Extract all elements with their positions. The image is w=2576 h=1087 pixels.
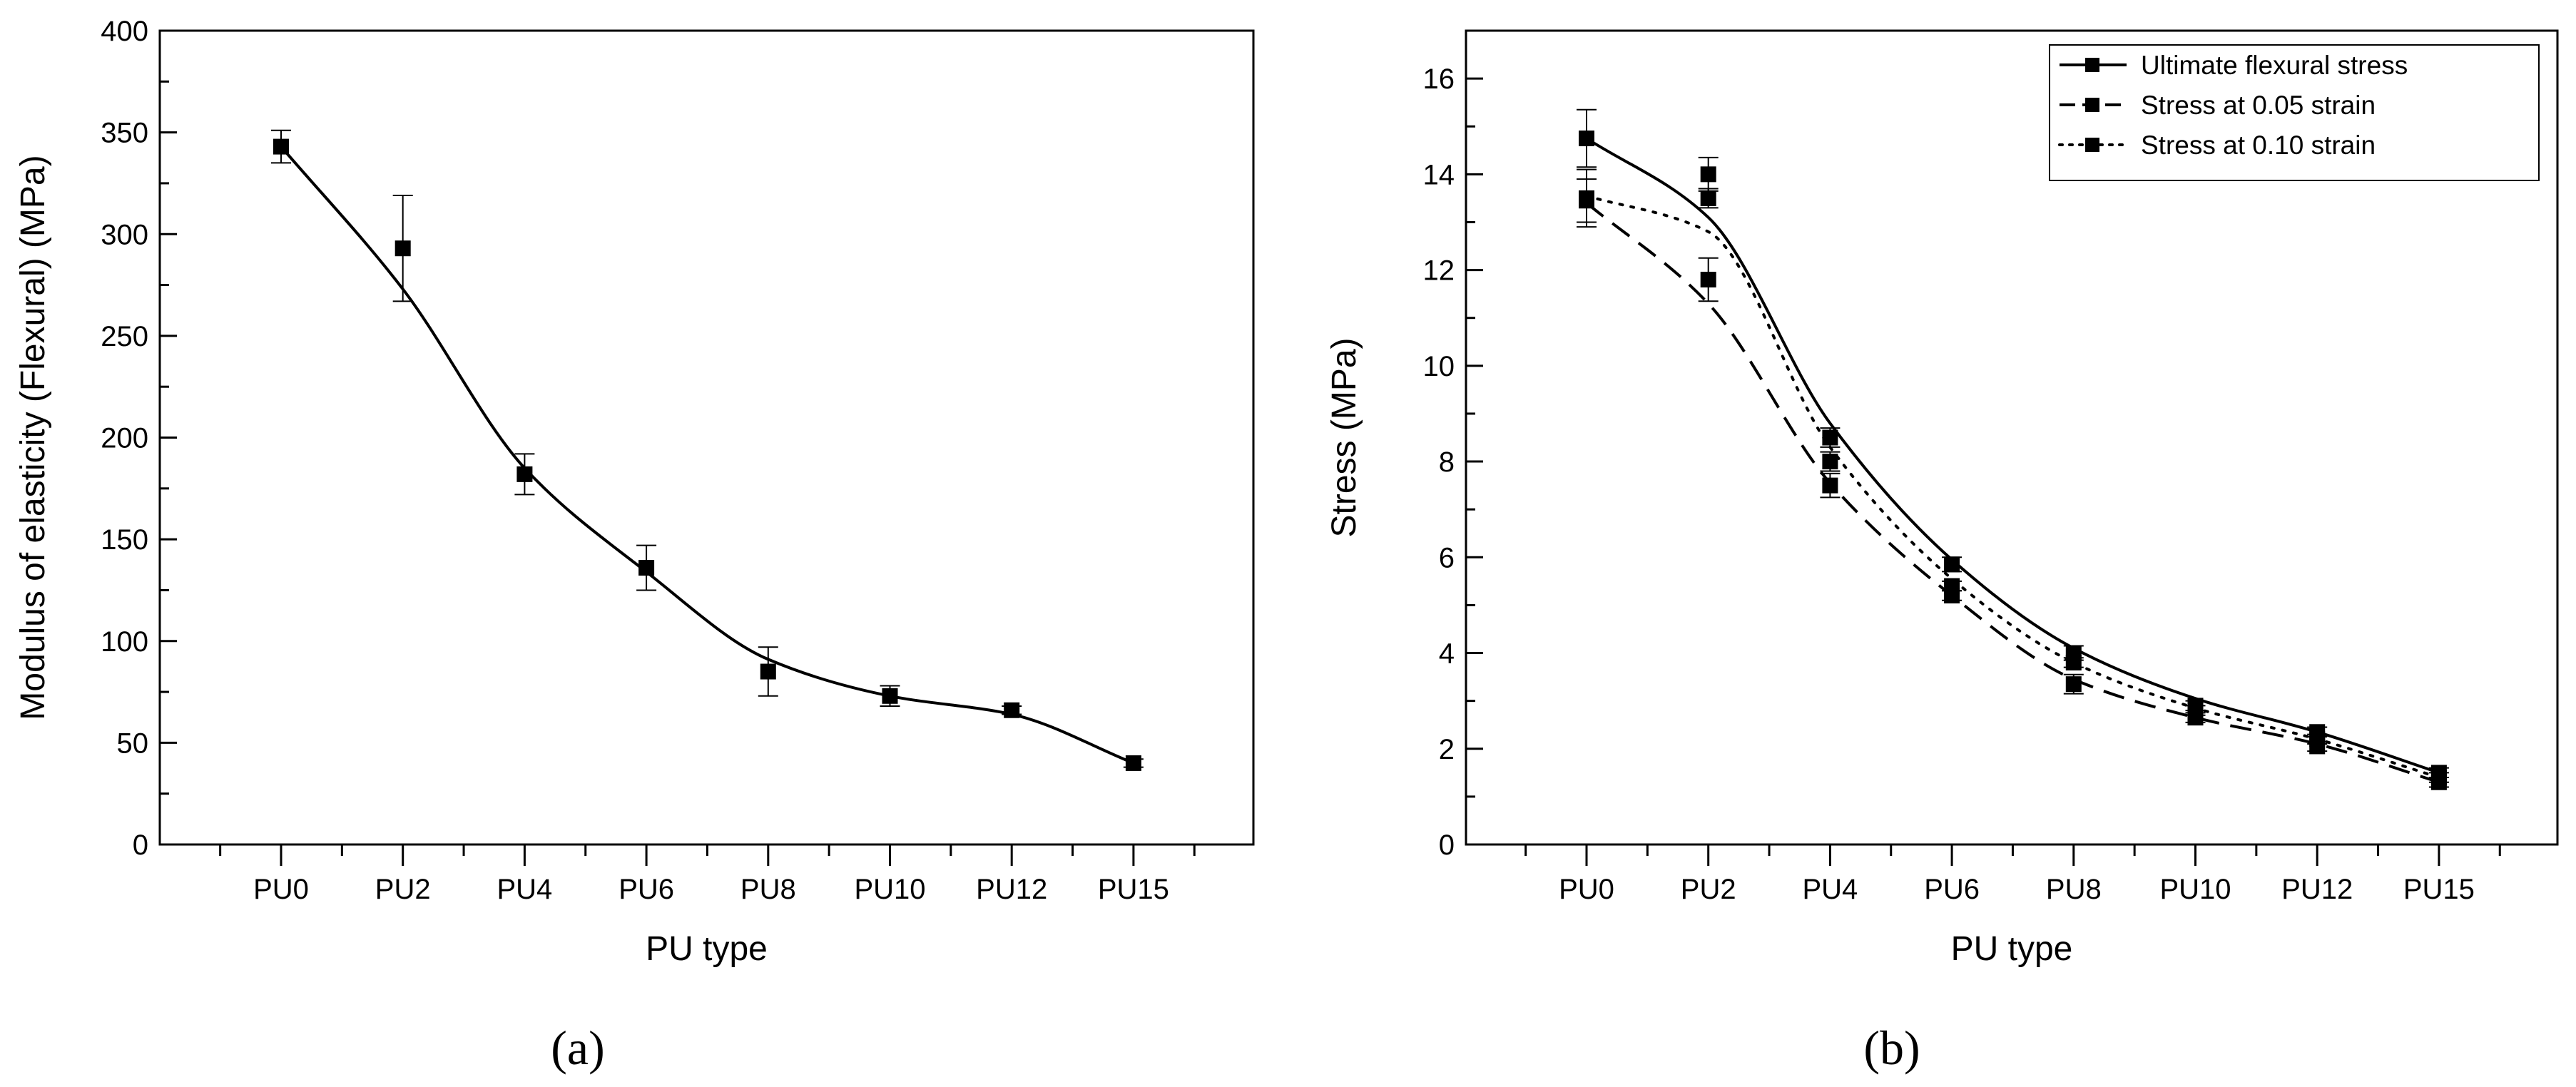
y-tick-label: 8 (1439, 446, 1455, 478)
x-tick-label: PU0 (253, 874, 309, 905)
y-tick-label: 4 (1439, 638, 1455, 670)
x-tick-label: PU6 (1924, 874, 1980, 905)
data-point (2309, 731, 2326, 747)
data-point (1944, 556, 1960, 573)
y-tick-label: 10 (1423, 351, 1455, 382)
panel-caption: (a) (551, 1021, 604, 1075)
data-point (760, 663, 776, 680)
x-axis-title: PU type (646, 930, 768, 968)
y-tick-label: 150 (101, 524, 148, 556)
data-point (2187, 703, 2204, 719)
x-tick-label: PU2 (1681, 874, 1736, 905)
x-tick-label: PU12 (2281, 874, 2353, 905)
x-tick-label: PU12 (976, 874, 1047, 905)
data-point (1579, 131, 1594, 147)
y-tick-label: 100 (101, 626, 148, 658)
data-point (1944, 578, 1960, 594)
y-tick-label: 50 (117, 728, 149, 759)
y-tick-label: 16 (1423, 63, 1455, 95)
series-line (1585, 202, 2440, 784)
x-tick-label: PU10 (2159, 874, 2231, 905)
legend-marker (2085, 58, 2099, 72)
data-point (638, 560, 655, 576)
legend-entry-label: Ultimate flexural stress (2141, 51, 2408, 80)
data-point (1004, 702, 1020, 718)
data-point (1822, 454, 1838, 470)
y-tick-label: 0 (133, 830, 148, 861)
x-tick-label: PU15 (1098, 874, 1169, 905)
x-tick-label: PU2 (375, 874, 431, 905)
y-tick-label: 6 (1439, 542, 1455, 573)
plot-frame (158, 29, 1255, 846)
series-1 (1577, 108, 2449, 781)
y-tick-label: 350 (101, 118, 148, 149)
y-tick-label: 200 (101, 423, 148, 454)
series-3 (1577, 168, 2449, 786)
legend-entry-label: Stress at 0.05 strain (2141, 91, 2376, 120)
data-point (1700, 190, 1716, 206)
y-tick-label: 12 (1423, 255, 1455, 287)
data-point (882, 688, 898, 704)
x-tick-label: PU6 (618, 874, 674, 905)
data-point (2065, 654, 2082, 670)
data-point (1700, 166, 1716, 183)
series-line (1585, 137, 2440, 775)
data-point (1822, 477, 1838, 494)
data-point (1822, 429, 1838, 446)
legend-entry-label: Stress at 0.10 strain (2141, 131, 2376, 160)
legend-marker (2085, 98, 2099, 112)
y-tick-label: 300 (101, 219, 148, 250)
legend: Ultimate flexural stress Stress at 0.05 s… (2049, 44, 2540, 181)
panel-b: 0 2 4 6 8 10 12 14 16 PU0 PU2 PU4 PU6 PU8 PU10 PU12 PU15… (1325, 29, 2559, 1075)
y-tick-label: 2 (1439, 734, 1455, 765)
y-tick-label: 250 (101, 321, 148, 352)
y-tick-label: 14 (1423, 159, 1455, 190)
y-axis-title: Stress (MPa) (1325, 337, 1363, 537)
x-tick-label: PU0 (1559, 874, 1614, 905)
series-line (1585, 194, 2440, 779)
x-axis-title: PU type (1951, 930, 2073, 968)
legend-marker (2085, 138, 2099, 152)
x-tick-label: PU8 (2046, 874, 2102, 905)
data-point (2065, 676, 2082, 693)
series-line (280, 146, 1134, 765)
x-tick-label: PU4 (1802, 874, 1858, 905)
data-point (1579, 190, 1594, 206)
data-point (394, 240, 411, 257)
series-2 (1577, 178, 2449, 790)
series-1 (271, 129, 1144, 771)
legend-box (2049, 44, 2540, 181)
data-point (1125, 755, 1141, 771)
x-tick-label: PU8 (740, 874, 796, 905)
panel-caption: (b) (1863, 1021, 1920, 1075)
y-axis-title: Modulus of elasticity (Flexural) (MPa) (14, 155, 52, 720)
x-tick-label: PU10 (854, 874, 925, 905)
x-tick-label: PU4 (497, 874, 552, 905)
data-point (516, 466, 533, 482)
data-point (1700, 272, 1716, 288)
y-tick-label: 0 (1439, 830, 1455, 861)
panel-a: 0 50 100 150 200 250 300 350 400 PU0 PU2 PU4 PU6 PU8 P… (14, 16, 1255, 1075)
data-point (273, 138, 289, 155)
x-tick-label: PU15 (2403, 874, 2475, 905)
data-point (2430, 770, 2447, 786)
y-tick-label: 400 (101, 16, 148, 47)
